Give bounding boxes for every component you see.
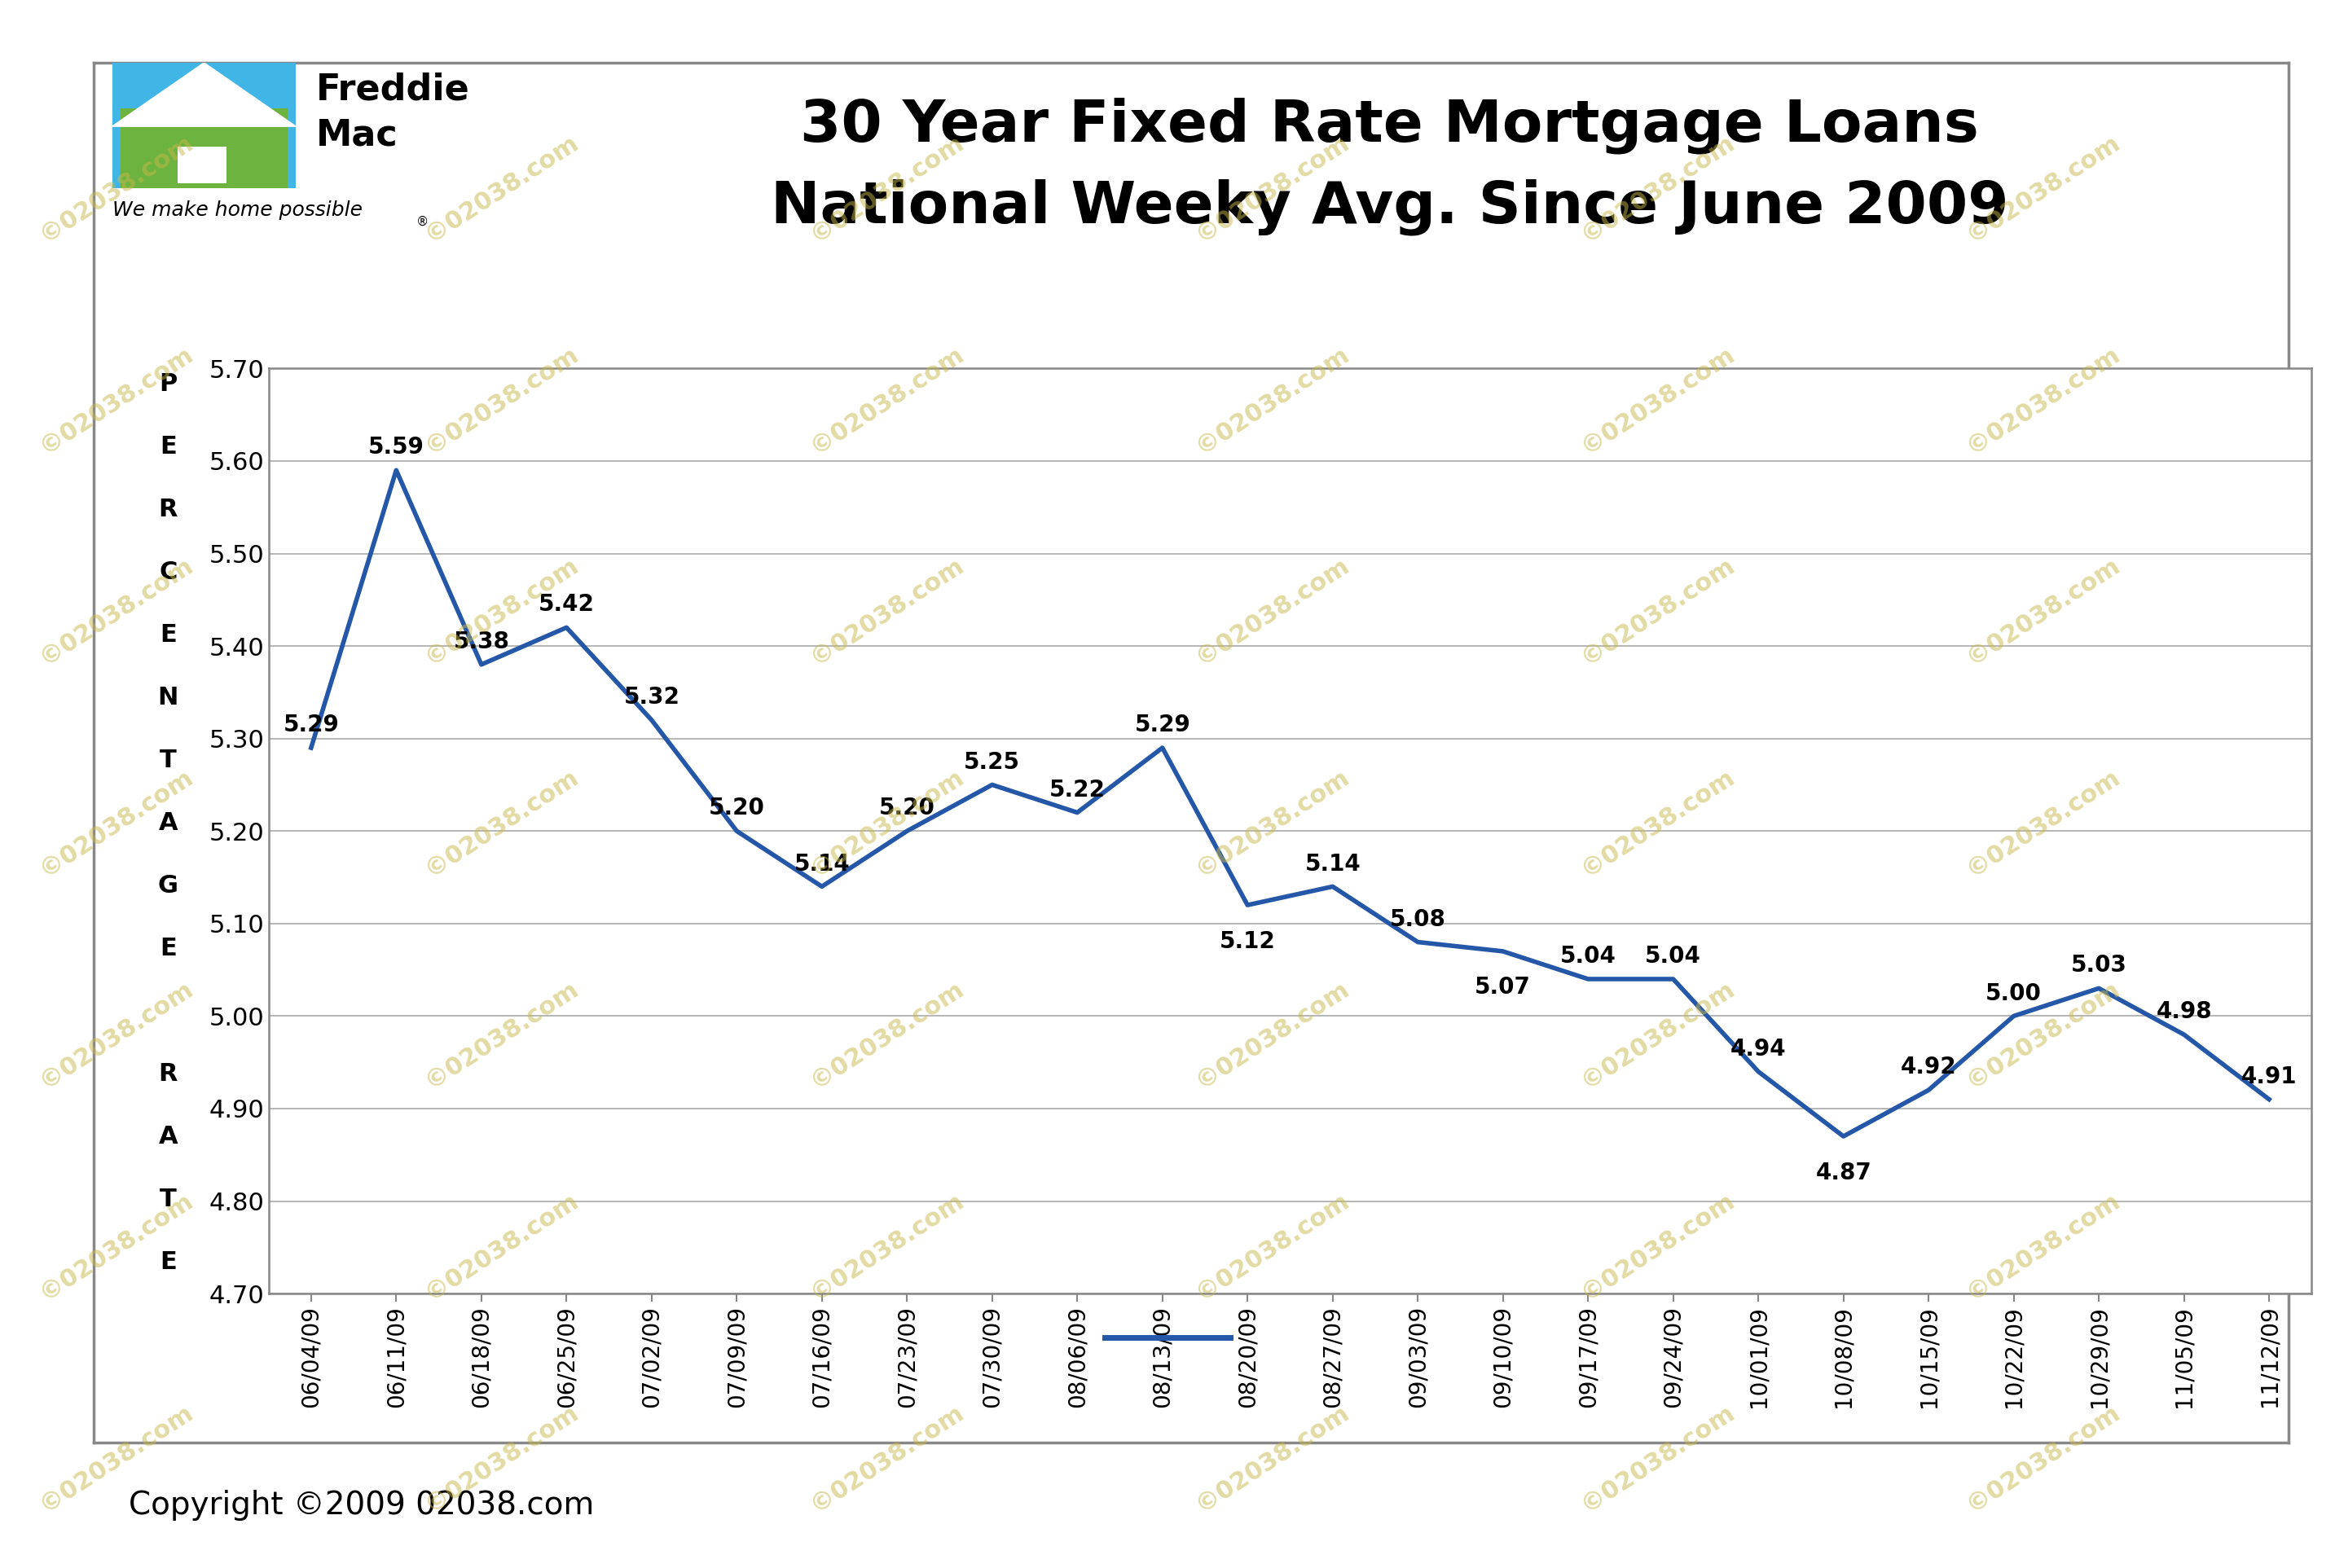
Text: C: C bbox=[159, 560, 177, 585]
Text: T: T bbox=[159, 1187, 177, 1212]
Text: National Weeky Avg. Since June 2009: National Weeky Avg. Since June 2009 bbox=[771, 179, 2008, 235]
Text: 4.98: 4.98 bbox=[2155, 1000, 2211, 1024]
Text: ©02038.com: ©02038.com bbox=[1576, 977, 1740, 1093]
Text: ©02038.com: ©02038.com bbox=[1576, 765, 1740, 881]
Text: 5.03: 5.03 bbox=[2071, 955, 2127, 977]
Polygon shape bbox=[112, 63, 297, 127]
Text: ©02038.com: ©02038.com bbox=[35, 765, 198, 881]
Text: 5.59: 5.59 bbox=[369, 436, 425, 459]
Text: ®: ® bbox=[416, 216, 430, 227]
Bar bbox=[121, 108, 287, 188]
Text: ©02038.com: ©02038.com bbox=[35, 1189, 198, 1305]
Text: Mac: Mac bbox=[318, 118, 399, 154]
Text: ©02038.com: ©02038.com bbox=[35, 342, 198, 458]
Text: 5.22: 5.22 bbox=[1048, 778, 1104, 801]
Text: ©02038.com: ©02038.com bbox=[420, 554, 584, 670]
Text: ©02038.com: ©02038.com bbox=[1961, 1189, 2125, 1305]
Text: ©02038.com: ©02038.com bbox=[1576, 554, 1740, 670]
Text: ©02038.com: ©02038.com bbox=[35, 130, 198, 246]
Text: ©02038.com: ©02038.com bbox=[1961, 554, 2125, 670]
Text: 5.04: 5.04 bbox=[1646, 946, 1702, 967]
Text: ©02038.com: ©02038.com bbox=[420, 1400, 584, 1516]
Text: ©02038.com: ©02038.com bbox=[420, 342, 584, 458]
Text: 5.14: 5.14 bbox=[1305, 853, 1361, 875]
Text: P: P bbox=[159, 372, 177, 397]
Text: ©02038.com: ©02038.com bbox=[1961, 765, 2125, 881]
Text: R: R bbox=[159, 1062, 177, 1087]
Text: ©02038.com: ©02038.com bbox=[1576, 1189, 1740, 1305]
Text: ©02038.com: ©02038.com bbox=[1191, 765, 1354, 881]
Text: 5.07: 5.07 bbox=[1476, 977, 1532, 999]
Text: 5.29: 5.29 bbox=[1135, 713, 1191, 737]
Text: ©02038.com: ©02038.com bbox=[1191, 1189, 1354, 1305]
Text: E: E bbox=[159, 1250, 177, 1275]
Text: 4.92: 4.92 bbox=[1901, 1055, 1957, 1079]
Text: 5.04: 5.04 bbox=[1560, 946, 1616, 967]
Text: ©02038.com: ©02038.com bbox=[1961, 1400, 2125, 1516]
Text: ©02038.com: ©02038.com bbox=[806, 765, 969, 881]
Text: 5.14: 5.14 bbox=[794, 853, 850, 875]
Text: ©02038.com: ©02038.com bbox=[806, 554, 969, 670]
Text: 5.29: 5.29 bbox=[283, 713, 339, 737]
Text: E: E bbox=[159, 622, 177, 648]
Text: ©02038.com: ©02038.com bbox=[806, 1189, 969, 1305]
Text: 4.87: 4.87 bbox=[1814, 1162, 1870, 1184]
Text: Copyright ©2009 02038.com: Copyright ©2009 02038.com bbox=[128, 1490, 593, 1521]
Text: We make home possible: We make home possible bbox=[112, 201, 362, 220]
Bar bbox=[112, 63, 297, 188]
Text: ©02038.com: ©02038.com bbox=[1576, 342, 1740, 458]
Text: ©02038.com: ©02038.com bbox=[1191, 977, 1354, 1093]
Text: Freddie: Freddie bbox=[318, 72, 469, 108]
Text: T: T bbox=[159, 748, 177, 773]
Text: ©02038.com: ©02038.com bbox=[806, 1400, 969, 1516]
Text: ©02038.com: ©02038.com bbox=[1191, 342, 1354, 458]
Text: A: A bbox=[159, 1124, 177, 1149]
Text: ©02038.com: ©02038.com bbox=[1191, 1400, 1354, 1516]
Text: 4.94: 4.94 bbox=[1730, 1038, 1786, 1060]
Text: ©02038.com: ©02038.com bbox=[35, 977, 198, 1093]
Text: ©02038.com: ©02038.com bbox=[420, 130, 584, 246]
Text: E: E bbox=[159, 434, 177, 459]
Text: N: N bbox=[159, 685, 177, 710]
Text: ©02038.com: ©02038.com bbox=[806, 977, 969, 1093]
Text: 5.08: 5.08 bbox=[1389, 908, 1445, 931]
Text: ©02038.com: ©02038.com bbox=[35, 554, 198, 670]
Text: ©02038.com: ©02038.com bbox=[806, 342, 969, 458]
Text: ©02038.com: ©02038.com bbox=[1191, 554, 1354, 670]
Text: 5.20: 5.20 bbox=[710, 797, 766, 820]
Text: ©02038.com: ©02038.com bbox=[420, 765, 584, 881]
Text: ©02038.com: ©02038.com bbox=[1961, 342, 2125, 458]
Text: 5.25: 5.25 bbox=[964, 751, 1020, 773]
Text: ©02038.com: ©02038.com bbox=[35, 1400, 198, 1516]
Text: 4.91: 4.91 bbox=[2242, 1065, 2298, 1088]
Text: 5.32: 5.32 bbox=[623, 685, 679, 709]
Text: E: E bbox=[159, 936, 177, 961]
Text: ©02038.com: ©02038.com bbox=[1961, 130, 2125, 246]
Text: G: G bbox=[159, 873, 177, 898]
Text: A: A bbox=[159, 811, 177, 836]
Text: 5.42: 5.42 bbox=[539, 593, 595, 616]
Text: ©02038.com: ©02038.com bbox=[1191, 130, 1354, 246]
Text: 5.20: 5.20 bbox=[878, 797, 934, 820]
Text: ©02038.com: ©02038.com bbox=[1576, 130, 1740, 246]
Text: ©02038.com: ©02038.com bbox=[806, 130, 969, 246]
Text: 5.38: 5.38 bbox=[453, 630, 509, 654]
Text: ©02038.com: ©02038.com bbox=[1576, 1400, 1740, 1516]
Text: 5.00: 5.00 bbox=[1985, 982, 2041, 1005]
Text: 30 Year Fixed Rate Mortgage Loans: 30 Year Fixed Rate Mortgage Loans bbox=[801, 97, 1978, 154]
Text: ©02038.com: ©02038.com bbox=[420, 1189, 584, 1305]
Text: ©02038.com: ©02038.com bbox=[420, 977, 584, 1093]
Bar bbox=[177, 147, 226, 183]
Text: ©02038.com: ©02038.com bbox=[1961, 977, 2125, 1093]
Text: R: R bbox=[159, 497, 177, 522]
Text: 5.12: 5.12 bbox=[1219, 930, 1275, 953]
